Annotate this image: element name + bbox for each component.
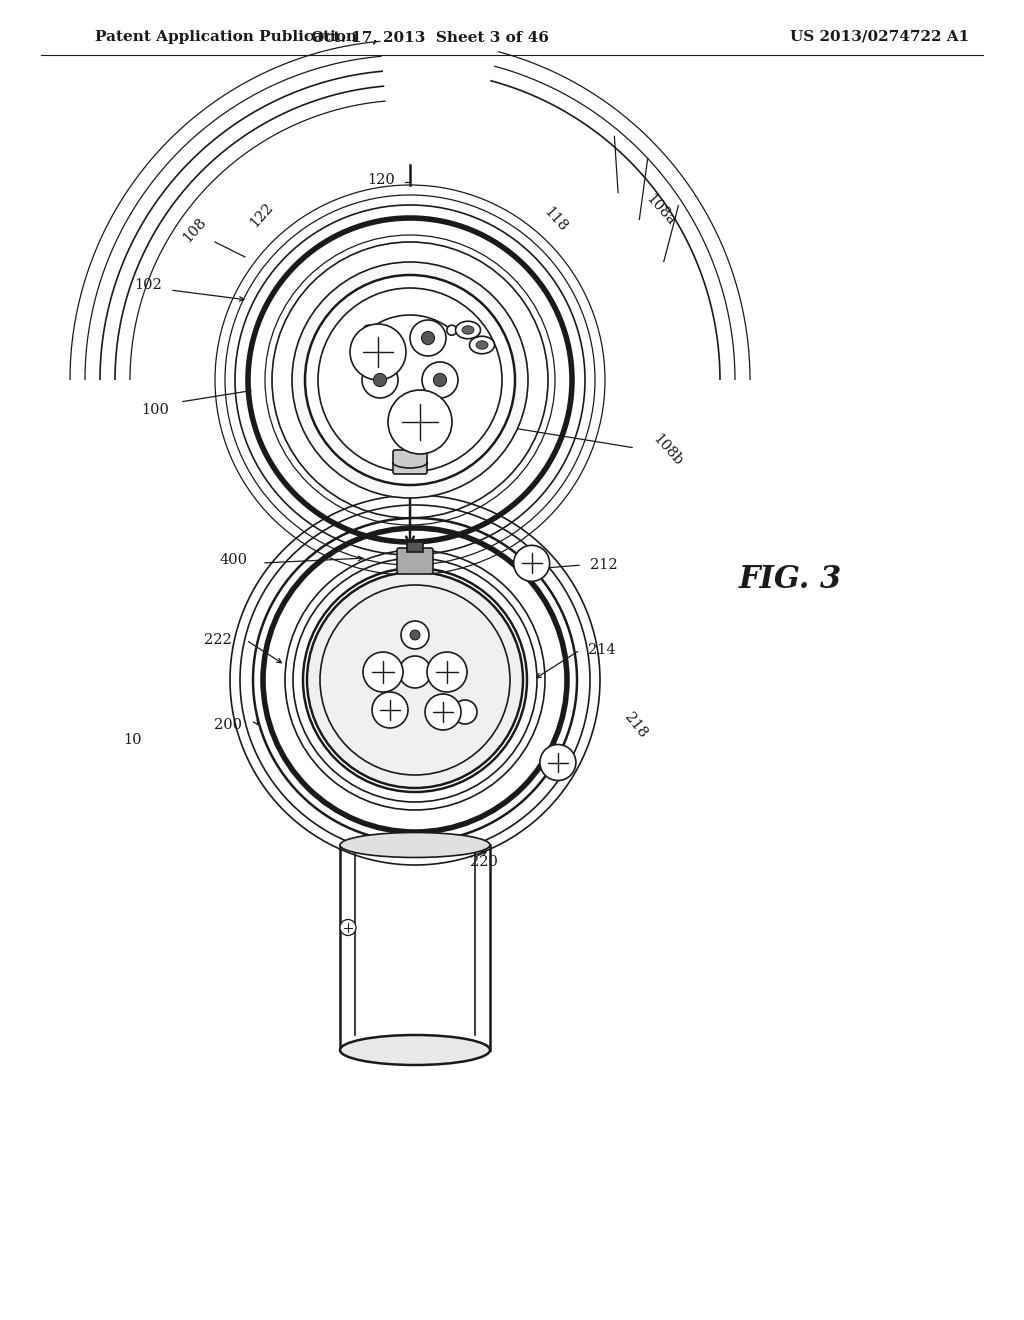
Circle shape <box>453 700 477 723</box>
Circle shape <box>427 652 467 692</box>
Circle shape <box>410 319 446 356</box>
Ellipse shape <box>476 341 488 350</box>
Text: 108a: 108a <box>642 191 678 228</box>
Ellipse shape <box>340 833 490 858</box>
Text: 220: 220 <box>470 855 498 869</box>
Circle shape <box>540 744 575 780</box>
FancyBboxPatch shape <box>393 450 427 474</box>
Text: 10: 10 <box>124 733 142 747</box>
Circle shape <box>340 920 356 936</box>
Text: 218: 218 <box>622 710 650 741</box>
Circle shape <box>362 652 403 692</box>
Text: 118: 118 <box>541 205 569 235</box>
Circle shape <box>374 374 387 387</box>
Circle shape <box>305 275 515 484</box>
Ellipse shape <box>469 337 495 354</box>
Circle shape <box>399 656 431 688</box>
Text: 222: 222 <box>204 634 232 647</box>
Text: 200: 200 <box>214 718 242 733</box>
FancyBboxPatch shape <box>407 543 423 552</box>
Circle shape <box>319 585 510 775</box>
Ellipse shape <box>456 321 480 339</box>
Ellipse shape <box>340 1035 490 1065</box>
Text: Oct. 17, 2013  Sheet 3 of 46: Oct. 17, 2013 Sheet 3 of 46 <box>311 30 549 44</box>
Circle shape <box>422 331 434 345</box>
Text: 108b: 108b <box>650 432 685 469</box>
Circle shape <box>292 261 528 498</box>
Text: 102: 102 <box>134 279 162 292</box>
Circle shape <box>307 572 523 788</box>
Ellipse shape <box>462 326 474 334</box>
FancyBboxPatch shape <box>397 548 433 574</box>
Text: 400: 400 <box>220 553 248 568</box>
Circle shape <box>410 630 420 640</box>
Circle shape <box>514 545 550 581</box>
Text: 214: 214 <box>588 643 615 657</box>
Circle shape <box>364 325 373 335</box>
Text: 212: 212 <box>590 558 617 572</box>
Circle shape <box>446 325 457 335</box>
Circle shape <box>401 620 429 649</box>
Circle shape <box>433 374 446 387</box>
Text: Patent Application Publication: Patent Application Publication <box>95 30 357 44</box>
Text: 108: 108 <box>180 215 210 246</box>
Text: 100: 100 <box>141 403 169 417</box>
Text: US 2013/0274722 A1: US 2013/0274722 A1 <box>791 30 970 44</box>
Text: 120: 120 <box>368 173 395 187</box>
Circle shape <box>422 362 458 399</box>
Text: 122: 122 <box>248 201 276 230</box>
Circle shape <box>362 362 398 399</box>
Text: FIG. 3: FIG. 3 <box>738 565 842 595</box>
Circle shape <box>425 694 461 730</box>
Circle shape <box>350 323 406 380</box>
Circle shape <box>318 288 502 473</box>
Circle shape <box>388 389 452 454</box>
Circle shape <box>372 692 408 729</box>
